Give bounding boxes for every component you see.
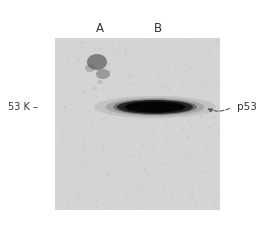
Ellipse shape <box>85 64 95 72</box>
Ellipse shape <box>113 99 197 115</box>
Ellipse shape <box>93 87 97 89</box>
Ellipse shape <box>94 96 216 118</box>
Ellipse shape <box>87 54 107 70</box>
Bar <box>55 38 220 210</box>
Ellipse shape <box>97 80 103 84</box>
Text: A: A <box>96 21 104 34</box>
Ellipse shape <box>106 98 204 116</box>
Text: p53: p53 <box>237 102 257 112</box>
Ellipse shape <box>96 69 110 79</box>
Text: 53 K –: 53 K – <box>8 102 38 112</box>
Ellipse shape <box>117 100 193 114</box>
Text: B: B <box>154 21 162 34</box>
Ellipse shape <box>125 101 186 113</box>
